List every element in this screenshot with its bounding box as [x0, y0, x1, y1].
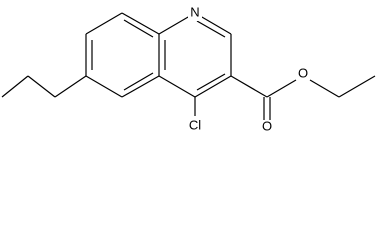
atom-label: O — [298, 65, 308, 80]
atom-labels: N Cl O O — [188, 4, 308, 133]
atom-label: Cl — [189, 117, 201, 132]
atom-label: N — [190, 4, 199, 19]
atom-label: O — [262, 118, 272, 133]
structure-diagram: N Cl O O — [1, 4, 376, 133]
bonds — [1, 12, 376, 120]
